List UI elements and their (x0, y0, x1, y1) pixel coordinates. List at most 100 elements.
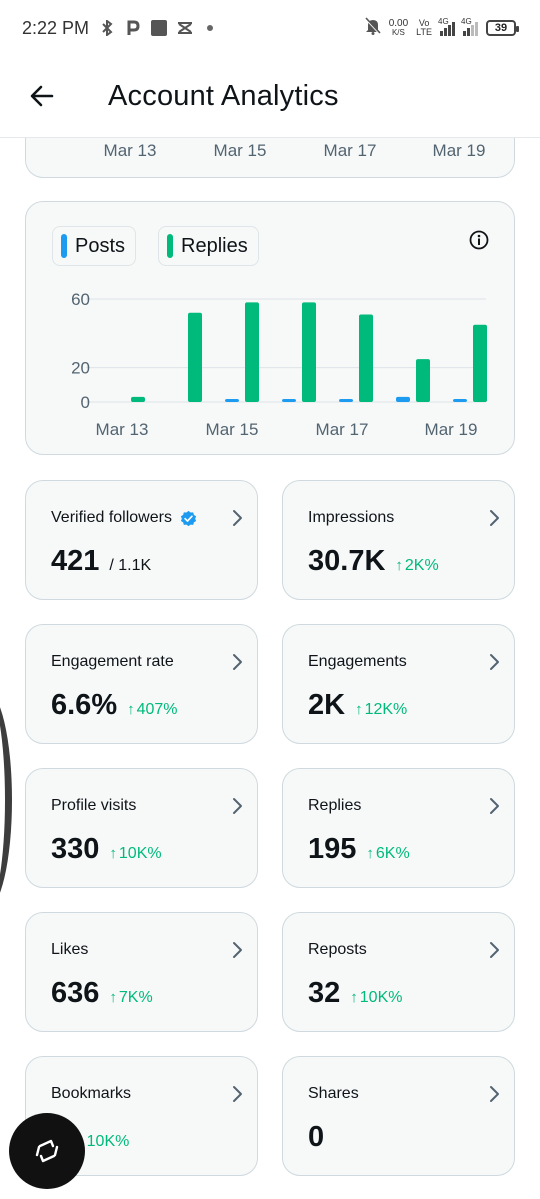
top-axis-tick: Mar 15 (213, 141, 267, 160)
stat-label-row: Likes (51, 941, 88, 959)
stat-card-shares[interactable]: Shares 0 (282, 1056, 515, 1176)
info-icon (469, 230, 489, 250)
stat-total: / 1.1K (109, 557, 152, 574)
stat-label: Profile visits (51, 797, 137, 814)
stat-label-row: Bookmarks (51, 1085, 131, 1103)
network-speed-value: 0.00 (388, 18, 409, 29)
stat-value: 2K (308, 689, 346, 721)
stat-change: ↑ 2K% (395, 557, 438, 575)
rotate-icon (35, 1139, 59, 1163)
chevron-right-icon (490, 510, 499, 526)
replies-bar (359, 314, 373, 402)
arrow-up-icon: ↑ (395, 557, 403, 574)
volte-bottom: LTE (416, 27, 432, 37)
x-tick-label: Mar 13 (96, 420, 149, 439)
stat-change-value: 6K% (375, 845, 410, 862)
verified-badge-icon (180, 510, 197, 526)
stat-label: Shares (308, 1085, 359, 1102)
stat-label: Bookmarks (51, 1085, 132, 1102)
stat-label-row: Shares (308, 1085, 359, 1103)
paytm-icon (125, 19, 141, 37)
arrow-up-icon: ↑ (109, 845, 117, 862)
stat-card-replies[interactable]: Replies 195 ↑ 6K% (282, 768, 515, 888)
top-axis-tick: Mar 19 (432, 141, 486, 160)
more-notifications-dot-icon (207, 25, 214, 31)
stat-label-row: Verified followers (51, 509, 197, 527)
stat-change-value: 12K% (364, 701, 408, 718)
posts-bar (225, 399, 239, 402)
stat-card-reposts[interactable]: Reposts 32 ↑ 10K% (282, 912, 515, 1032)
stat-label: Engagement rate (51, 653, 174, 670)
stat-label: Impressions (308, 509, 395, 526)
stat-value-row: 195 ↑ 6K% (308, 833, 410, 866)
y-tick-label: 60 (71, 290, 90, 309)
legend-replies[interactable]: Replies (158, 226, 259, 266)
stat-card-likes[interactable]: Likes 636 ↑ 7K% (25, 912, 258, 1032)
stat-label: Engagements (308, 653, 407, 670)
floating-action-button[interactable] (9, 1113, 85, 1189)
stat-value-row: 330 ↑ 10K% (51, 833, 162, 866)
network-speed: 0.00 K/S (389, 19, 408, 37)
stat-card-engagement-rate[interactable]: Engagement rate 6.6% ↑ 407% (25, 624, 258, 744)
back-button[interactable] (28, 82, 56, 110)
chevron-right-icon (490, 654, 499, 670)
arrow-left-icon (30, 85, 54, 107)
status-time: 2:22 PM (22, 17, 90, 38)
stat-value: 0 (308, 1121, 325, 1153)
replies-bar (245, 302, 259, 402)
stat-label: Verified followers (51, 509, 172, 526)
battery-level: 39 (494, 22, 508, 34)
legend-posts[interactable]: Posts (52, 226, 137, 266)
posts-replies-chart-card: Posts Replies 60 20 0 Mar 13 Mar 15 Mar 17 Mar… (25, 201, 515, 455)
x-tick-label: Mar 19 (425, 420, 478, 439)
stat-value: 30.7K (308, 545, 386, 577)
stat-value: 195 (308, 833, 357, 865)
stat-label-row: Replies (308, 797, 361, 815)
signal-2-label: 4G (461, 17, 472, 26)
stat-change: ↑10K% (350, 989, 402, 1007)
stat-card-engagements[interactable]: Engagements 2K ↑ 12K% (282, 624, 515, 744)
network-speed-unit: K/S (391, 28, 405, 37)
chevron-right-icon (490, 942, 499, 958)
top-axis-tick: Mar 13 (103, 141, 157, 160)
stat-card-impressions[interactable]: Impressions 30.7K ↑ 2K% (282, 480, 515, 600)
replies-bar (131, 396, 145, 402)
stat-value: 636 (51, 977, 100, 1009)
x-tick-label: Mar 17 (316, 420, 369, 439)
arrow-up-icon: ↑ (350, 989, 358, 1006)
bluetooth-icon (99, 19, 115, 37)
stat-label-row: Engagement rate (51, 653, 174, 671)
arrow-up-icon: ↑ (127, 701, 135, 718)
chevron-right-icon (233, 510, 242, 526)
status-bar: 2:22 PM 0.00 K/S Vo LTE (0, 0, 540, 56)
stat-value: 421 (51, 545, 100, 577)
app-notification-icon (151, 20, 168, 36)
stat-change: ↑ 6K% (366, 845, 409, 863)
stat-value-row: 421 / 1.1K (51, 545, 151, 578)
posts-bar (396, 396, 410, 402)
stat-card-verified-followers[interactable]: Verified followers 421 / 1.1K (25, 480, 258, 600)
bar-chart: 60 20 0 Mar 13 Mar 15 Mar 17 Mar 19 (71, 290, 487, 439)
app-header: Account Analytics (0, 56, 540, 138)
chevron-right-icon (233, 798, 242, 814)
replies-bar (473, 324, 487, 402)
stat-value-row: 32 ↑ 10K% (308, 977, 402, 1010)
stat-value: 6.6% (51, 689, 118, 721)
replies-bar (302, 302, 316, 402)
chevron-right-icon (490, 798, 499, 814)
stat-label-row: Profile visits (51, 797, 136, 815)
stat-card-profile-visits[interactable]: Profile visits 330 ↑ 10K% (25, 768, 258, 888)
replies-bar (188, 312, 202, 402)
stat-change-value: 10K% (359, 989, 403, 1006)
arrow-up-icon: ↑ (366, 845, 374, 862)
posts-bar (282, 399, 296, 402)
stat-label: Reposts (308, 941, 367, 958)
stat-change-value: 7K% (118, 989, 153, 1006)
stat-change-value: 10K% (86, 1133, 130, 1150)
page-title: Account Analytics (108, 80, 339, 112)
chevron-right-icon (233, 942, 242, 958)
x-tick-label: Mar 15 (206, 420, 259, 439)
edge-shadow (0, 690, 12, 910)
info-button[interactable] (468, 229, 490, 251)
